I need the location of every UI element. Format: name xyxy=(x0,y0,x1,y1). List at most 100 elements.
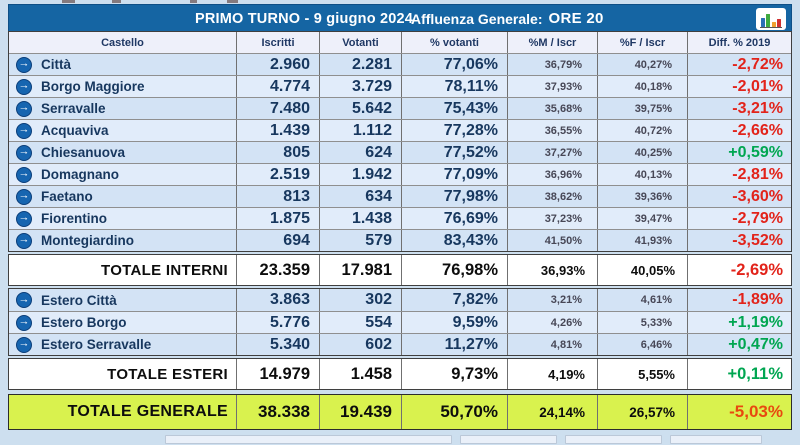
col-header-m-iscr: %M / Iscr xyxy=(508,32,598,53)
row-faetano: → Faetano 813 634 77,98% 38,62% 39,36% -3… xyxy=(9,185,791,207)
col-header-pct-votanti: % votanti xyxy=(402,32,508,53)
cell-votanti: 624 xyxy=(320,142,402,163)
cell-castello: → Faetano xyxy=(9,186,237,207)
cell-iscritti: 2.519 xyxy=(237,164,320,185)
title-bar: PRIMO TURNO - 9 giugno 2024 Affluenza Ge… xyxy=(8,4,792,33)
cell-diff-2019: -3,21% xyxy=(732,99,783,117)
row-estero-borgo: → Estero Borgo 5.776 554 9,59% 4,26% 5,33… xyxy=(9,311,791,333)
bar-chart-icon[interactable] xyxy=(756,8,786,30)
cell-votanti: 1.458 xyxy=(320,359,402,389)
row-arrow-icon[interactable]: → xyxy=(16,232,32,249)
cell-votanti: 579 xyxy=(320,230,402,251)
row-borgo-maggiore: → Borgo Maggiore 4.774 3.729 78,11% 37,93… xyxy=(9,75,791,97)
chart-baseline xyxy=(760,27,782,28)
row-serravalle: → Serravalle 7.480 5.642 75,43% 35,68% 39… xyxy=(9,97,791,119)
cell-iscritti: 23.359 xyxy=(237,255,320,285)
row-arrow-icon[interactable]: → xyxy=(16,78,32,95)
cell-m-iscr: 38,62% xyxy=(508,186,598,207)
chart-bar-red xyxy=(777,19,782,27)
cell-votanti: 5.642 xyxy=(320,98,402,119)
cell-votanti: 2.281 xyxy=(320,54,402,75)
cell-f-iscr: 39,75% xyxy=(598,98,688,119)
castello-name: Montegiardino xyxy=(41,233,134,248)
cell-diff-2019: -5,03% xyxy=(729,402,783,421)
row-arrow-icon[interactable]: → xyxy=(16,166,32,183)
cell-castello: → Città xyxy=(9,54,237,75)
row-totale-generale: TOTALE GENERALE 38.338 19.439 50,70% 24,… xyxy=(9,395,791,429)
row-estero-citta: → Estero Città 3.863 302 7,82% 3,21% 4,61… xyxy=(9,289,791,311)
castello-name: Estero Borgo xyxy=(41,315,127,330)
cell-pct-votanti: 78,11% xyxy=(402,76,508,97)
row-totale-interni: TOTALE INTERNI 23.359 17.981 76,98% 36,9… xyxy=(9,255,791,285)
cell-f-iscr: 4,61% xyxy=(598,289,688,311)
cell-diff-2019: -2,72% xyxy=(732,55,783,73)
cell-diff-2019: +0,59% xyxy=(728,143,783,161)
cell-m-iscr: 4,19% xyxy=(508,359,598,389)
cell-f-iscr: 39,47% xyxy=(598,208,688,229)
cell-m-iscr: 4,26% xyxy=(508,312,598,333)
cell-pct-votanti: 9,59% xyxy=(402,312,508,333)
row-arrow-icon[interactable]: → xyxy=(16,336,32,353)
castello-name: Estero Città xyxy=(41,292,117,308)
table-totale-esteri: TOTALE ESTERI 14.979 1.458 9,73% 4,19% 5… xyxy=(8,358,792,390)
cell-pct-votanti: 77,09% xyxy=(402,164,508,185)
cell-iscritti: 813 xyxy=(237,186,320,207)
cell-m-iscr: 3,21% xyxy=(508,289,598,311)
row-arrow-icon[interactable]: → xyxy=(16,122,32,139)
cell-iscritti: 694 xyxy=(237,230,320,251)
cell-castello: → Acquaviva xyxy=(9,120,237,141)
cropped-artifact xyxy=(165,435,452,444)
cell-castello: → Chiesanuova xyxy=(9,142,237,163)
cell-iscritti: 5.776 xyxy=(237,312,320,333)
cell-f-iscr: 40,27% xyxy=(598,54,688,75)
castello-name: Chiesanuova xyxy=(41,145,126,160)
cell-f-iscr: 5,55% xyxy=(598,359,688,389)
row-arrow-icon[interactable]: → xyxy=(16,100,32,117)
page-title: PRIMO TURNO - 9 giugno 2024 xyxy=(194,10,414,27)
row-arrow-icon[interactable]: → xyxy=(16,56,32,73)
cell-iscritti: 7.480 xyxy=(237,98,320,119)
cell-m-iscr: 37,93% xyxy=(508,76,598,97)
cell-diff-2019: -2,01% xyxy=(732,77,783,95)
cell-diff-2019: +1,19% xyxy=(728,313,783,331)
cell-castello: → Domagnano xyxy=(9,164,237,185)
row-arrow-icon[interactable]: → xyxy=(16,144,32,161)
castello-name: Città xyxy=(41,57,71,72)
cell-m-iscr: 37,23% xyxy=(508,208,598,229)
cell-iscritti: 3.863 xyxy=(237,289,320,311)
cell-pct-votanti: 77,98% xyxy=(402,186,508,207)
row-arrow-icon[interactable]: → xyxy=(16,292,32,308)
cell-m-iscr: 4,81% xyxy=(508,334,598,355)
cropped-artifact xyxy=(190,0,197,3)
chart-bar-orange xyxy=(771,22,776,27)
cell-pct-votanti: 11,27% xyxy=(402,334,508,355)
cell-diff-2019: -1,89% xyxy=(732,291,783,308)
cell-votanti: 554 xyxy=(320,312,402,333)
row-citta: → Città 2.960 2.281 77,06% 36,79% 40,27% … xyxy=(9,53,791,75)
cell-diff-2019: -2,69% xyxy=(730,260,783,279)
cropped-artifact xyxy=(460,435,557,444)
cell-pct-votanti: 9,73% xyxy=(402,359,508,389)
cell-diff-2019: -2,81% xyxy=(732,165,783,183)
cell-votanti: 1.438 xyxy=(320,208,402,229)
row-arrow-icon[interactable]: → xyxy=(16,314,32,331)
col-header-diff-2019: Diff. % 2019 xyxy=(708,36,771,49)
castello-name: Domagnano xyxy=(41,167,120,182)
cell-iscritti: 1.875 xyxy=(237,208,320,229)
cell-votanti: 1.112 xyxy=(320,120,402,141)
cell-votanti: 602 xyxy=(320,334,402,355)
table-interni: Castello Iscritti Votanti % votanti %M /… xyxy=(8,31,792,252)
row-arrow-icon[interactable]: → xyxy=(16,188,32,205)
col-header-f-iscr: %F / Iscr xyxy=(598,32,688,53)
cell-m-iscr: 24,14% xyxy=(508,395,598,429)
col-header-votanti: Votanti xyxy=(320,32,402,53)
cell-votanti: 302 xyxy=(320,289,402,311)
castello-name: Acquaviva xyxy=(41,123,109,138)
row-arrow-icon[interactable]: → xyxy=(16,210,32,227)
cell-f-iscr: 40,25% xyxy=(598,142,688,163)
cell-votanti: 17.981 xyxy=(320,255,402,285)
cell-m-iscr: 36,79% xyxy=(508,54,598,75)
cell-iscritti: 38.338 xyxy=(237,395,320,429)
cell-castello: → Fiorentino xyxy=(9,208,237,229)
